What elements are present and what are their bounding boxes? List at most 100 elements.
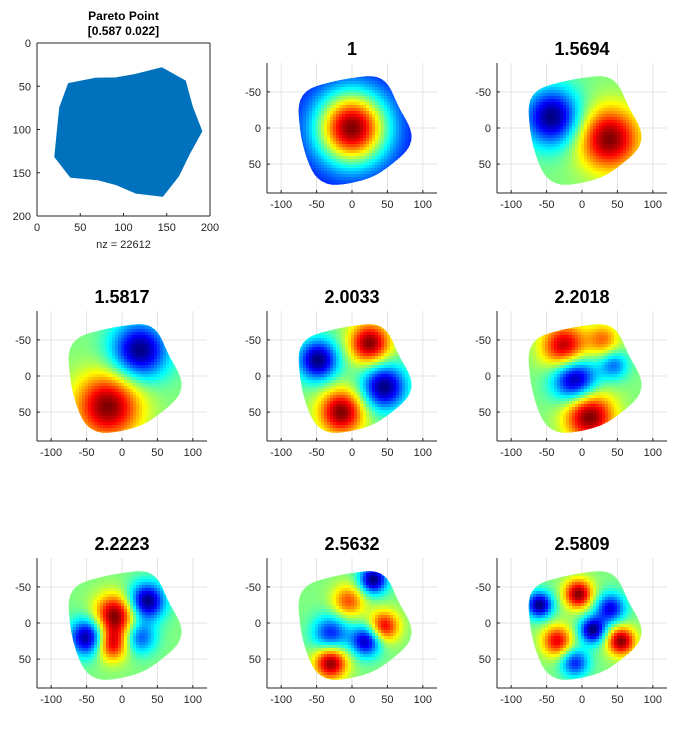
- y-tick-label: 0: [485, 618, 491, 630]
- heatmap-field: [298, 324, 412, 433]
- y-tick-label: 50: [249, 159, 261, 171]
- y-tick-label: 50: [479, 654, 491, 666]
- x-tick-label: 0: [119, 447, 125, 459]
- x-tick-label: 100: [644, 447, 662, 459]
- y-tick-label: 50: [249, 654, 261, 666]
- heatmap-field: [528, 571, 642, 680]
- y-tick-label: 50: [19, 407, 31, 419]
- x-tick-label: 0: [349, 447, 355, 459]
- x-tick-label: 50: [611, 447, 623, 459]
- x-tick-label: 50: [74, 222, 86, 234]
- subplot-title: 1.5694: [554, 39, 609, 59]
- y-tick-label: 150: [13, 168, 31, 180]
- x-tick-label: 100: [644, 199, 662, 211]
- x-tick-label: -50: [309, 447, 325, 459]
- y-tick-label: -50: [475, 582, 491, 594]
- y-tick-label: -50: [245, 582, 261, 594]
- subplot-9: -100 -50 0 50 100 -50 0 50 2.5809: [475, 534, 667, 706]
- x-tick-label: -100: [270, 694, 292, 706]
- subplot-title: 2.0033: [324, 287, 379, 307]
- x-tick-label: 50: [151, 694, 163, 706]
- x-tick-label: -50: [309, 694, 325, 706]
- x-tick-label: -50: [309, 199, 325, 211]
- heatmap-field: [298, 571, 412, 680]
- subplot-2: -100 -50 0 50 100 -50 0 50 1: [245, 39, 437, 211]
- x-tick-label: -50: [79, 694, 95, 706]
- x-tick-label: 100: [114, 222, 132, 234]
- subplot-title: 1.5817: [94, 287, 149, 307]
- subplot-title: 2.2018: [554, 287, 609, 307]
- heatmap-field: [68, 571, 182, 680]
- x-tick-label: 150: [158, 222, 176, 234]
- subplot-title: 2.2223: [94, 534, 149, 554]
- subplot-8: -100 -50 0 50 100 -50 0 50 2.5632: [245, 534, 437, 706]
- x-tick-label: 100: [184, 694, 202, 706]
- x-tick-label: -100: [40, 694, 62, 706]
- x-axis-label: nz = 22612: [96, 239, 151, 251]
- heatmap-field: [528, 324, 642, 433]
- y-tick-label: 50: [19, 654, 31, 666]
- y-tick-label: 0: [255, 123, 261, 135]
- y-tick-label: 0: [25, 38, 31, 50]
- x-tick-label: 50: [611, 694, 623, 706]
- subplot-6: -100 -50 0 50 100 -50 0 50 2.2018: [475, 287, 667, 459]
- y-tick-label: 50: [479, 407, 491, 419]
- y-tick-label: -50: [15, 335, 31, 347]
- heatmap-field: [298, 76, 412, 185]
- x-tick-label: 100: [414, 694, 432, 706]
- x-tick-label: -100: [270, 199, 292, 211]
- heatmap-field: [528, 76, 642, 185]
- y-tick-label: 0: [25, 618, 31, 630]
- x-tick-label: 50: [151, 447, 163, 459]
- y-tick-label: 100: [13, 125, 31, 137]
- y-tick-label: 50: [19, 81, 31, 93]
- x-tick-label: 100: [184, 447, 202, 459]
- y-tick-label: 200: [13, 211, 31, 223]
- y-tick-label: 0: [485, 123, 491, 135]
- subplot-title: Pareto Point: [88, 9, 159, 23]
- y-tick-label: 50: [249, 407, 261, 419]
- x-tick-label: -100: [500, 447, 522, 459]
- y-tick-label: -50: [475, 335, 491, 347]
- x-tick-label: 0: [579, 694, 585, 706]
- x-tick-label: 0: [119, 694, 125, 706]
- x-tick-label: -100: [500, 199, 522, 211]
- y-tick-label: -50: [15, 582, 31, 594]
- subplot-title: 2.5632: [324, 534, 379, 554]
- x-tick-label: -50: [539, 199, 555, 211]
- x-tick-label: 0: [349, 694, 355, 706]
- x-tick-label: -50: [539, 694, 555, 706]
- y-tick-label: -50: [245, 87, 261, 99]
- subplot-3: -100 -50 0 50 100 -50 0 50 1.5694: [475, 39, 667, 211]
- x-tick-label: 50: [381, 199, 393, 211]
- y-tick-label: 0: [255, 371, 261, 383]
- heatmap-field: [68, 324, 182, 433]
- x-tick-label: 0: [579, 199, 585, 211]
- x-tick-label: -100: [270, 447, 292, 459]
- subplot-5: -100 -50 0 50 100 -50 0 50 2.0033: [245, 287, 437, 459]
- x-tick-label: -50: [79, 447, 95, 459]
- y-tick-label: 50: [479, 159, 491, 171]
- x-tick-label: 100: [414, 447, 432, 459]
- subplot-subtitle: [0.587 0.022]: [88, 24, 159, 38]
- subplot-title: 1: [347, 39, 357, 59]
- x-tick-label: 0: [349, 199, 355, 211]
- y-tick-label: 0: [485, 371, 491, 383]
- sparsity-pattern: [54, 67, 203, 197]
- x-tick-label: 0: [34, 222, 40, 234]
- x-tick-label: 0: [579, 447, 585, 459]
- y-tick-label: 0: [25, 371, 31, 383]
- y-tick-label: -50: [475, 87, 491, 99]
- x-tick-label: 50: [611, 199, 623, 211]
- x-tick-label: -100: [500, 694, 522, 706]
- x-tick-label: 50: [381, 447, 393, 459]
- x-tick-label: 50: [381, 694, 393, 706]
- y-tick-label: 0: [255, 618, 261, 630]
- x-tick-label: 100: [644, 694, 662, 706]
- subplot-7: -100 -50 0 50 100 -50 0 50 2.2223: [15, 534, 207, 706]
- x-tick-label: -100: [40, 447, 62, 459]
- x-tick-label: 100: [414, 199, 432, 211]
- subplot-title: 2.5809: [554, 534, 609, 554]
